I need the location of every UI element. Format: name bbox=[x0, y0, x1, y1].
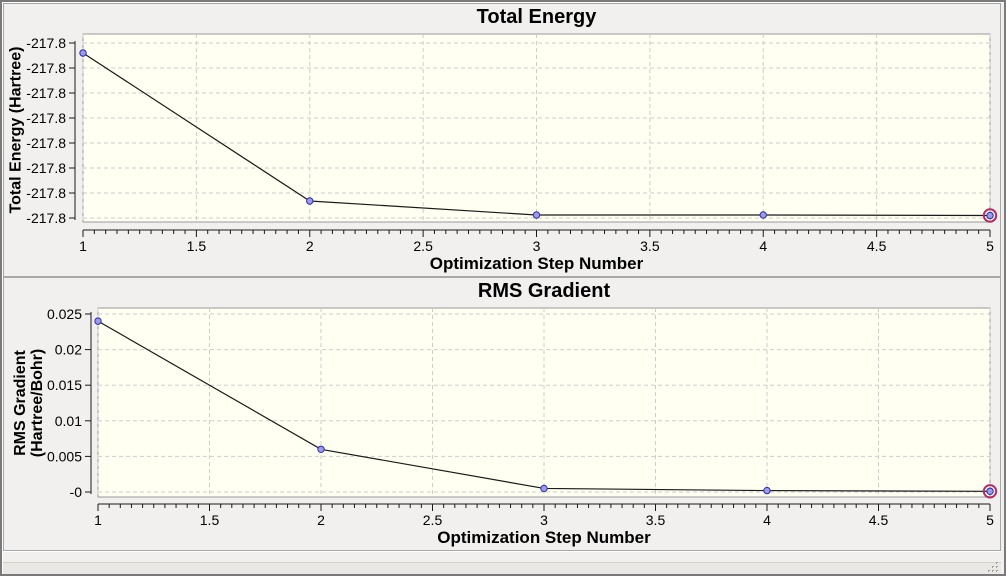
x-tick-label: 5 bbox=[986, 238, 994, 254]
x-tick-label: 5 bbox=[986, 512, 994, 528]
x-tick-label: 3 bbox=[540, 512, 548, 528]
chart-title-total-energy: Total Energy bbox=[476, 6, 597, 28]
data-point-marker[interactable] bbox=[94, 317, 102, 325]
x-tick-label: 3.5 bbox=[646, 512, 666, 528]
chart-title-rms-gradient: RMS Gradient bbox=[477, 280, 611, 302]
x-tick-label: 1 bbox=[94, 512, 102, 528]
x-tick-label: 4 bbox=[759, 238, 767, 254]
data-point-marker[interactable] bbox=[79, 49, 87, 57]
x-tick-label: 3.5 bbox=[640, 238, 660, 254]
y-tick-label: 0.015 bbox=[47, 377, 82, 393]
x-tick-label: 1 bbox=[79, 238, 87, 254]
y-tick-label: -217.8 bbox=[26, 160, 66, 176]
data-point-marker[interactable] bbox=[759, 211, 767, 219]
y-tick-label: 0.02 bbox=[55, 342, 82, 358]
y-tick-label: -217.8 bbox=[26, 110, 66, 126]
x-axis-title-rms-gradient: Optimization Step Number bbox=[437, 528, 651, 547]
status-bar bbox=[3, 561, 1001, 574]
x-tick-label: 2 bbox=[317, 512, 325, 528]
y-axis-title-total-energy: Total Energy (Hartree) bbox=[8, 47, 25, 214]
y-tick-label: 0.025 bbox=[47, 306, 82, 322]
x-tick-label: 4.5 bbox=[869, 512, 889, 528]
x-tick-label: 2.5 bbox=[423, 512, 443, 528]
total-energy-plot: -217.8 -217.8 -217.8 -217.8 -217.8 -217.8 -217… bbox=[26, 33, 998, 254]
data-point-marker[interactable] bbox=[986, 211, 994, 220]
resize-grip-icon[interactable] bbox=[987, 561, 1000, 574]
data-point-marker[interactable] bbox=[540, 484, 548, 493]
y-tick-label: -217.8 bbox=[26, 60, 66, 76]
x-tick-label: 1.5 bbox=[200, 512, 220, 528]
y-tick-label: -217.8 bbox=[26, 185, 66, 201]
y-tick-label: -217.8 bbox=[26, 135, 66, 151]
x-tick-label: 1.5 bbox=[187, 238, 207, 254]
y-axis-title-line1: RMS Gradient bbox=[12, 350, 29, 456]
x-axis-title-total-energy: Optimization Step Number bbox=[429, 254, 644, 273]
data-point-marker[interactable] bbox=[986, 487, 994, 495]
chart-panel-total-energy: -217.8 -217.8 -217.8 -217.8 -217.8 -217.8 -217… bbox=[3, 3, 1001, 277]
x-tick-label: 3 bbox=[533, 238, 541, 254]
x-tick-label: 2.5 bbox=[413, 238, 433, 254]
data-point-marker[interactable] bbox=[532, 211, 541, 219]
x-tick-label: 4 bbox=[763, 512, 771, 528]
y-tick-label: -217.8 bbox=[26, 85, 66, 101]
data-point-marker[interactable] bbox=[763, 486, 771, 495]
y-tick-label: -217.8 bbox=[26, 35, 66, 51]
selected-point-ring bbox=[982, 208, 998, 223]
y-tick-label: -217.8 bbox=[26, 210, 66, 226]
rms-gradient-plot: 0.025 0.02 0.015 0.01 0.005 -0 1 1.5 2 2.5 3 3.5 4 4.… bbox=[47, 306, 998, 528]
data-point-marker[interactable] bbox=[317, 445, 325, 453]
y-axis-title-line2: (Hartree/Bohr) bbox=[29, 348, 46, 458]
chart-panel-rms-gradient: 0.025 0.02 0.015 0.01 0.005 -0 1 1.5 2 2.5 3 3.5 4 4.… bbox=[3, 277, 1001, 551]
y-tick-label: -0 bbox=[70, 484, 83, 500]
data-point-marker[interactable] bbox=[306, 197, 314, 205]
selected-point-ring bbox=[982, 484, 998, 499]
y-tick-label: 0.01 bbox=[55, 413, 82, 429]
x-tick-label: 4.5 bbox=[867, 238, 887, 254]
y-axis-title-rms-gradient: RMS Gradient (Hartree/Bohr) bbox=[12, 349, 46, 457]
y-axis-title-text: Total Energy (Hartree) bbox=[7, 46, 25, 214]
x-tick-label: 2 bbox=[306, 238, 314, 254]
y-tick-label: 0.005 bbox=[47, 448, 82, 464]
